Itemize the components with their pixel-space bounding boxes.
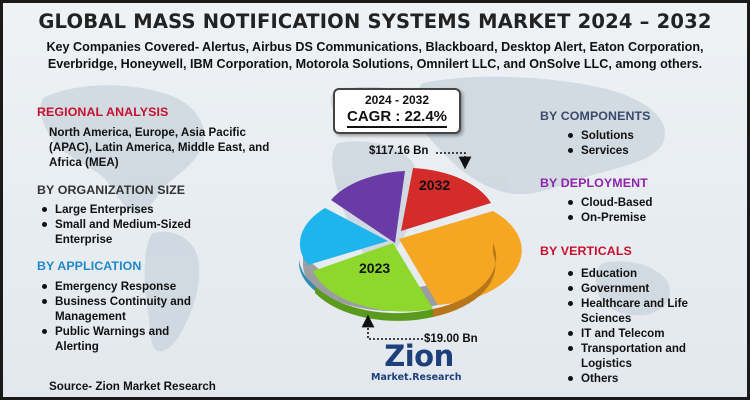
list-item: Education [565,266,688,281]
source-note: Source- Zion Market Research [49,380,216,393]
regional-line-2: (APAC), Latin America, Middle East, and [49,141,270,154]
verticals-list: Education Government Healthcare and Life… [565,266,688,386]
list-item: Healthcare and Life [565,296,688,311]
list-item: Large Enterprises [39,202,191,217]
deployment-heading: BY DEPLOYMENT [540,176,648,190]
list-item: Small and Medium-Sized [39,217,191,232]
list-item-continuation: Management [55,310,126,323]
verticals-heading: BY VERTICALS [540,244,632,258]
list-item: IT and Telecom [565,326,688,341]
cagr-value: CAGR : 22.4% [346,108,448,128]
list-item: Cloud-Based [565,195,653,210]
components-heading: BY COMPONENTS [540,109,651,123]
list-item: Services [565,143,634,158]
subtitle-line-2: Everbridge, Honeywell, IBM Corporation, … [47,57,703,71]
subtitle-line-1: Key Companies Covered- Alertus, Airbus D… [46,40,704,54]
list-item-continuation: Alerting [55,340,99,353]
list-item: On-Premise [565,210,653,225]
regional-analysis-text: North America, Europe, Asia Pacific (APA… [49,125,269,170]
list-item-continuation: Logistics [581,357,632,370]
application-heading: BY APPLICATION [37,259,142,273]
organization-size-heading: BY ORGANIZATION SIZE [37,183,186,197]
cagr-box: 2024 - 2032 CAGR : 22.4% [333,88,461,134]
forecast-period: 2024 - 2032 [364,93,430,107]
list-item: Government [565,281,688,296]
zion-logo: Zion Market.Research [371,339,462,397]
value-2023: $19.00 Bn [424,333,478,345]
value-2032: $117.16 Bn [369,145,429,157]
application-list: Emergency Response Business Continuity a… [39,279,191,354]
logo-subtext: Market.Research [371,372,462,383]
list-item: Solutions [565,128,634,143]
list-item-continuation: Sciences [581,312,632,325]
regional-line-1: North America, Europe, Asia Pacific [49,126,246,139]
list-item: Others [565,371,688,386]
key-companies-subtitle: Key Companies Covered- Alertus, Airbus D… [17,39,733,73]
regional-line-3: Africa (MEA) [49,156,119,169]
components-list: Solutions Services [565,128,634,158]
list-item: Transportation and [565,341,688,356]
deployment-list: Cloud-Based On-Premise [565,195,653,225]
page-title: GLOBAL MASS NOTIFICATION SYSTEMS MARKET … [38,10,712,33]
regional-analysis-heading: REGIONAL ANALYSIS [37,105,169,119]
list-item-continuation: Enterprise [55,233,113,246]
list-item: Public Warnings and [39,324,191,339]
list-item: Business Continuity and [39,294,191,309]
list-item: Emergency Response [39,279,191,294]
logo-word: Zion [384,339,454,373]
organization-size-list: Large Enterprises Small and Medium-Sized… [39,202,191,247]
